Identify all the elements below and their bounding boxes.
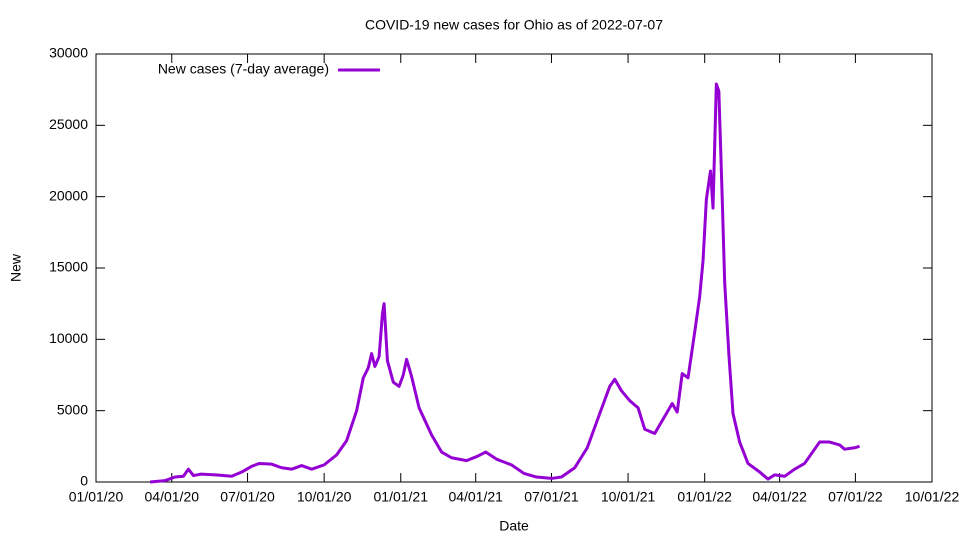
plot-frame bbox=[95, 53, 933, 483]
y-axis-label: New bbox=[8, 253, 24, 282]
y-tick-label: 30000 bbox=[49, 45, 88, 61]
x-tick-label: 10/01/21 bbox=[601, 489, 656, 505]
x-tick-label: 04/01/22 bbox=[752, 489, 807, 505]
legend-label: New cases (7-day average) bbox=[158, 61, 329, 77]
x-tick-label: 04/01/20 bbox=[145, 489, 200, 505]
x-tick-label: 07/01/22 bbox=[828, 489, 883, 505]
data-line bbox=[149, 82, 860, 484]
x-tick-label: 10/01/22 bbox=[905, 489, 960, 505]
y-tick-label: 10000 bbox=[49, 330, 88, 346]
y-tick-label: 0 bbox=[80, 473, 88, 489]
y-tick-label: 15000 bbox=[49, 259, 88, 275]
x-tick-label: 01/01/21 bbox=[374, 489, 429, 505]
x-tick-label: 10/01/20 bbox=[297, 489, 352, 505]
chart-title: COVID-19 new cases for Ohio as of 2022-0… bbox=[365, 17, 663, 33]
x-axis-label: Date bbox=[499, 518, 529, 534]
x-tick-label: 01/01/20 bbox=[69, 489, 124, 505]
x-tick-label: 01/01/22 bbox=[677, 489, 732, 505]
x-tick-label: 04/01/21 bbox=[448, 489, 503, 505]
x-tick-label: 07/01/20 bbox=[220, 489, 275, 505]
x-tick-label: 07/01/21 bbox=[524, 489, 579, 505]
y-tick-label: 20000 bbox=[49, 187, 88, 203]
y-tick-label: 5000 bbox=[57, 401, 88, 417]
y-tick-label: 25000 bbox=[49, 116, 88, 132]
